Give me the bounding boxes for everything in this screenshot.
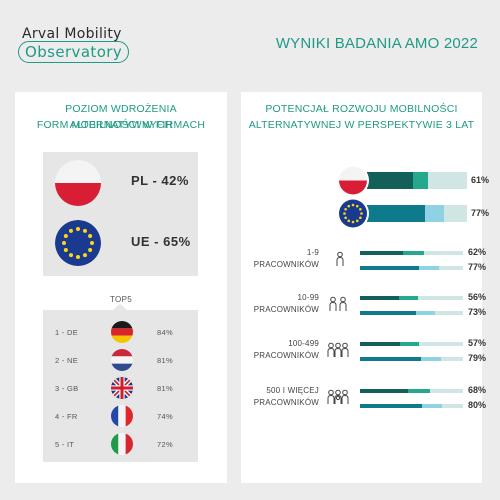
- bar-value-ue: 79%: [468, 353, 487, 363]
- group-label-line2: PRACOWNIKÓW: [253, 398, 319, 407]
- top5-value: 74%: [157, 412, 173, 421]
- group-label-line1: 10-99: [297, 293, 319, 302]
- italy-flag-icon: [111, 433, 133, 455]
- right-panel-title-line2: ALTERNATYWNEJ W PERSPEKTYWIE 3 LAT: [248, 119, 475, 131]
- poland-flag-icon: [337, 164, 369, 197]
- pl-implementation-label: PL - 42%: [131, 173, 189, 188]
- top5-row: 2 - NE 81%: [43, 348, 198, 372]
- bar-pl-dark: [360, 389, 408, 393]
- bar-value-pl: 57%: [468, 338, 487, 348]
- right-panel: POTENCJAŁ ROZWOJU MOBILNOŚCI ALTERNATYWN…: [241, 92, 489, 483]
- left-panel: POZIOM WDROŻENIA ALTERNATYWNYCH FORM MOB…: [15, 92, 227, 483]
- top5-value: 72%: [157, 440, 173, 449]
- ue-implementation-label: UE - 65%: [131, 234, 191, 249]
- bar-pl-dark: [360, 342, 400, 346]
- small-group-icon: [327, 296, 349, 317]
- implementation-box: PL - 42% UE - 65%: [43, 152, 198, 276]
- logo-text-bottom: Observatory: [18, 41, 130, 63]
- top5-rank: 3 - GB: [55, 384, 79, 393]
- bar-fill-dark-ue: [367, 205, 425, 222]
- bar-value-pl: 68%: [468, 385, 487, 395]
- bar-pl-dark: [360, 296, 400, 300]
- top5-rank: 5 - IT: [55, 440, 75, 449]
- group-label-line2: PRACOWNIKÓW: [253, 305, 319, 314]
- top5-rank: 2 - NE: [55, 356, 79, 365]
- bar-ue-dark: [360, 311, 417, 315]
- germany-flag-icon: [111, 321, 133, 343]
- page-title: WYNIKI BADANIA AMO 2022: [275, 35, 478, 52]
- top5-flag: [111, 349, 133, 371]
- top5-flag: [111, 433, 133, 455]
- bar-value-ue: 73%: [468, 307, 487, 317]
- top5-value: 81%: [157, 384, 173, 393]
- top5-value: 81%: [157, 356, 173, 365]
- right-panel-title-line1: POTENCJAŁ ROZWOJU MOBILNOŚCI: [265, 103, 458, 115]
- top5-value: 84%: [157, 328, 173, 337]
- eu-flag-icon: [337, 197, 369, 230]
- bar-value-pl: 61%: [471, 175, 490, 185]
- top5-row: 1 - DE 84%: [43, 320, 198, 344]
- top5-flag: [111, 321, 133, 343]
- bar-ue-dark: [360, 404, 422, 408]
- group-label-line1: 1-9: [306, 248, 319, 257]
- bar-ue-dark: [360, 357, 422, 361]
- eu-flag-icon: [55, 220, 101, 266]
- top5-rank: 1 - DE: [55, 328, 79, 337]
- single-person-icon: [333, 251, 347, 272]
- bar-value-ue: 77%: [471, 208, 490, 218]
- bar-value-ue: 80%: [468, 400, 487, 410]
- poland-flag-icon: [55, 160, 101, 206]
- netherlands-flag-icon: [111, 349, 133, 371]
- top5-pointer: [113, 304, 127, 310]
- group-label-line1: 500 I WIĘCEJ: [266, 386, 319, 395]
- group-label-line2: PRACOWNIKÓW: [253, 351, 319, 360]
- logo-text-top: Arval Mobility: [22, 26, 122, 42]
- bar-value-pl: 56%: [468, 292, 487, 302]
- medium-group-icon: [327, 342, 349, 363]
- uk-flag-icon: [111, 377, 133, 399]
- top5-box: 1 - DE 84% 2 - NE 81% 3 - GB 81% 4 - FR 74% 5 -…: [43, 304, 198, 462]
- top5-row: 4 - FR 74%: [43, 404, 198, 428]
- top5-row: 3 - GB 81%: [43, 376, 198, 400]
- top5-rank: 4 - FR: [55, 412, 78, 421]
- left-panel-title-line2: FORM MOBILNOŚCI W FIRMACH: [36, 119, 206, 131]
- bar-value-pl: 62%: [468, 247, 487, 257]
- left-panel-title-line1: POZIOM WDROŻENIA ALTERNATYWNYCH: [65, 103, 177, 131]
- france-flag-icon: [111, 405, 133, 427]
- bar-fill-dark-pl: [367, 172, 413, 189]
- bar-pl-dark: [360, 251, 404, 255]
- group-label-line2: PRACOWNIKÓW: [253, 260, 319, 269]
- group-label-line1: 100-499: [288, 339, 319, 348]
- top5-row: 5 - IT 72%: [43, 432, 198, 456]
- bar-ue-dark: [360, 266, 420, 270]
- top5-flag: [111, 405, 133, 427]
- top5-flag: [111, 377, 133, 399]
- large-group-icon: [327, 389, 349, 410]
- bar-value-ue: 77%: [468, 262, 487, 272]
- top5-title: TOP5: [110, 295, 132, 304]
